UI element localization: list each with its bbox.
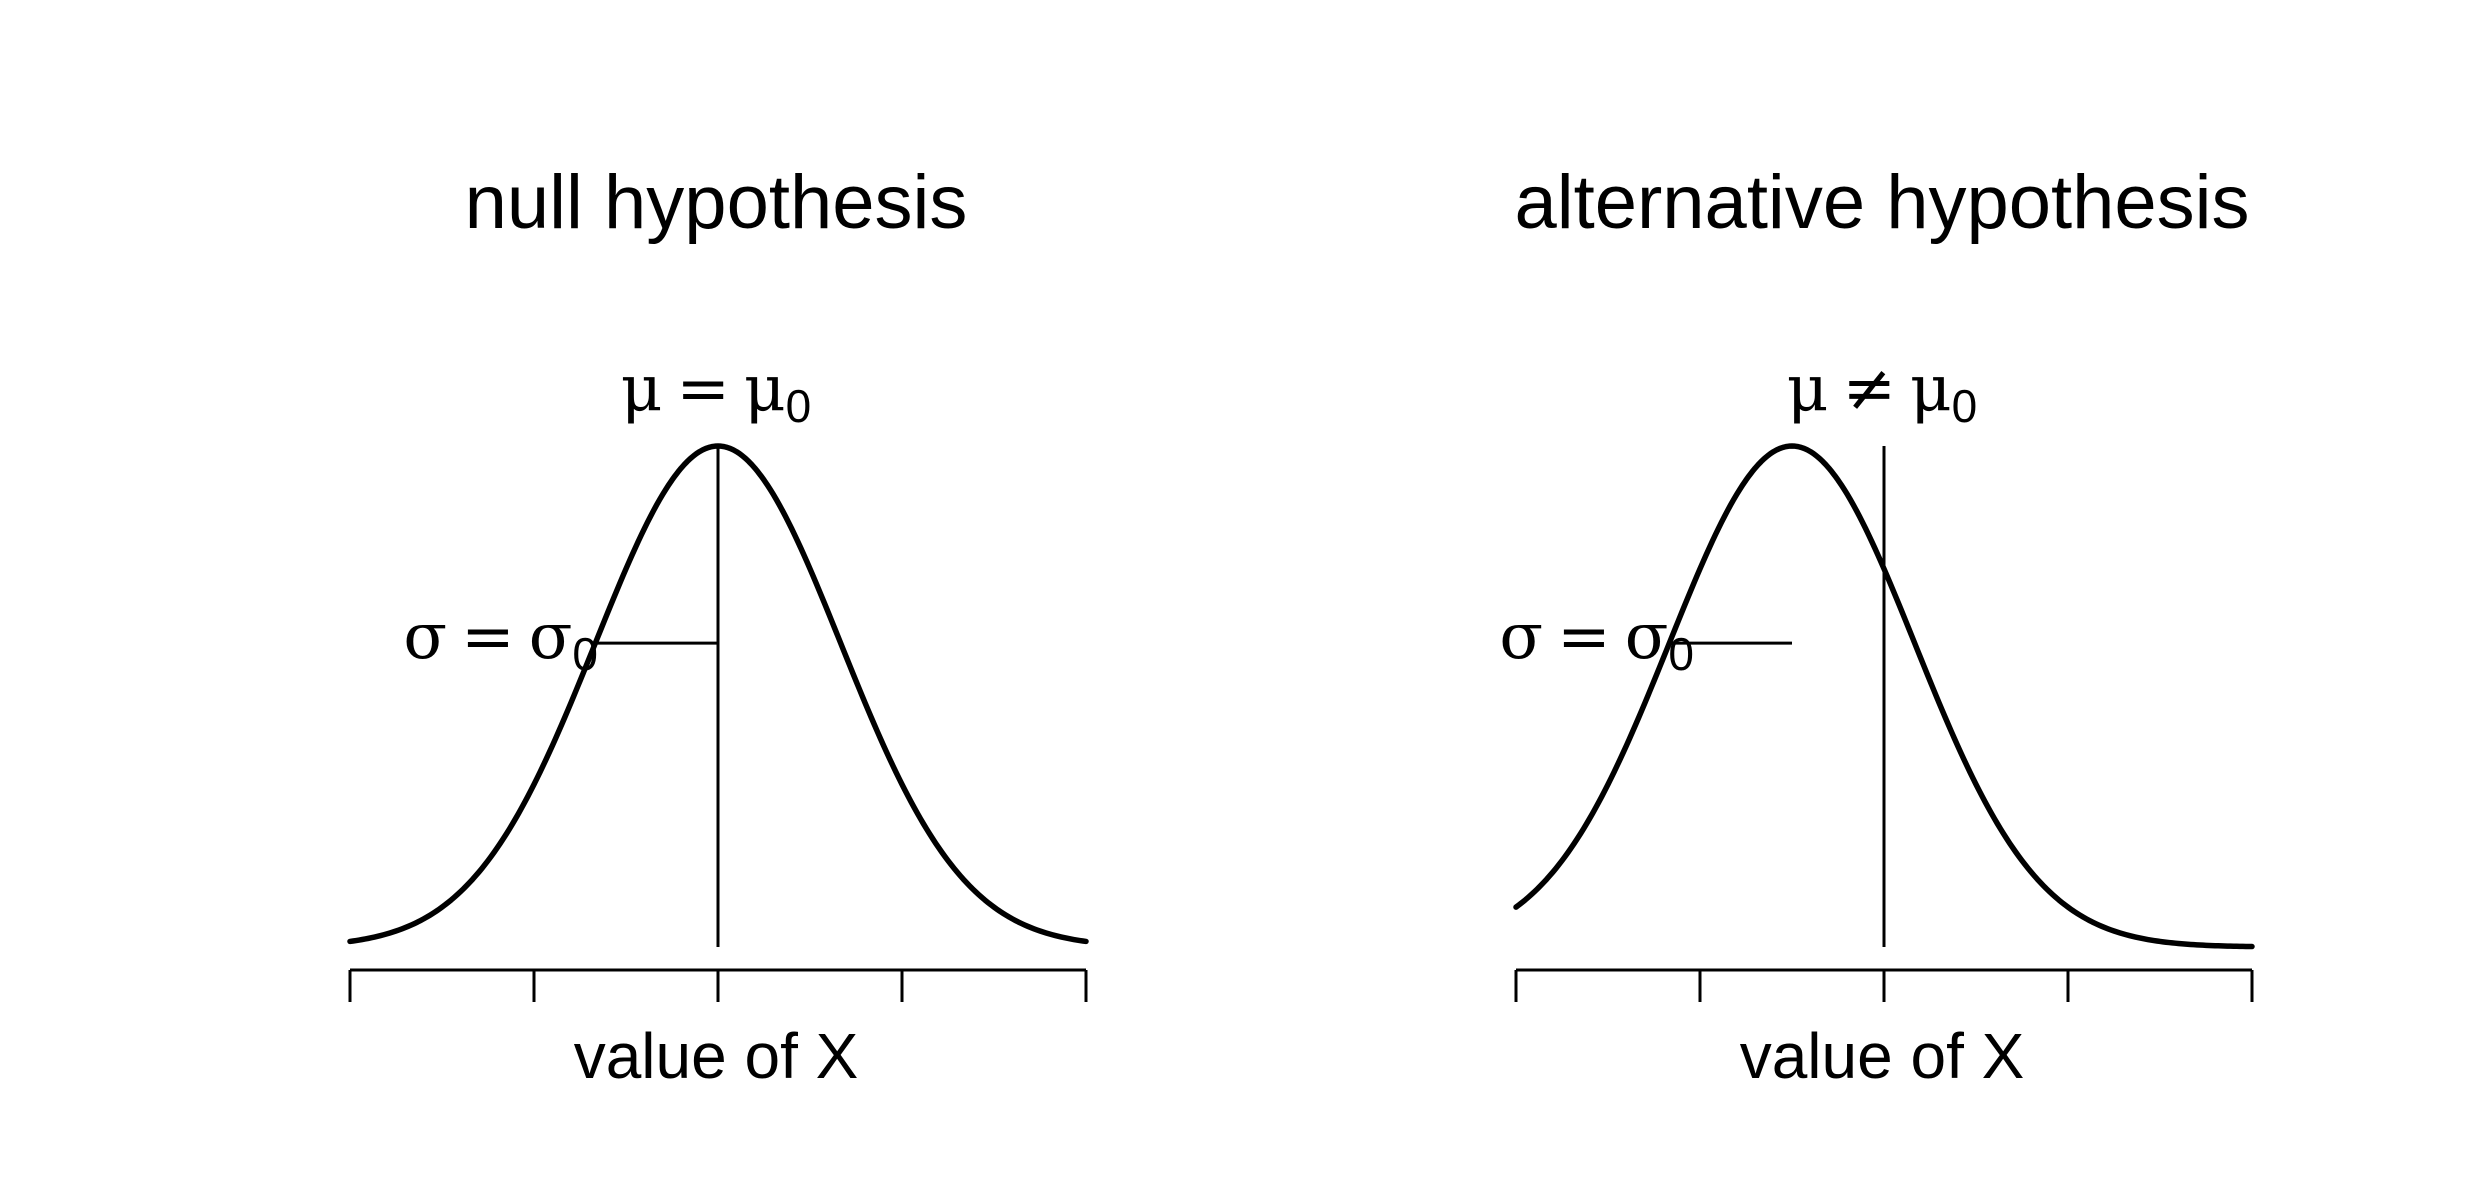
- panel-title: alternative hypothesis: [1514, 160, 2249, 245]
- mean-rhs: μ: [1910, 352, 1952, 426]
- x-axis-label: value of X: [1740, 1020, 2025, 1092]
- x-axis-label: value of X: [574, 1020, 859, 1092]
- mean-subscript: 0: [786, 380, 812, 432]
- mean-rhs: μ: [744, 352, 786, 426]
- sd-symbol: σ: [1499, 600, 1543, 674]
- sd-label: σ = σ0: [1499, 600, 1694, 680]
- x-axis: [348, 968, 1088, 1002]
- mean-symbol: μ: [621, 352, 663, 426]
- sd-relation: =: [1557, 600, 1611, 674]
- mean-symbol: μ: [1787, 352, 1829, 426]
- mean-relation: ≠: [1842, 352, 1896, 426]
- mean-label: μ = μ0: [621, 352, 811, 432]
- panel-title: null hypothesis: [465, 160, 968, 245]
- sd-rhs: σ: [529, 600, 573, 674]
- alternative-hypothesis-panel: alternative hypothesis μ ≠ μ0 σ = σ0 value o…: [1499, 160, 2255, 1092]
- null-hypothesis-panel: null hypothesis μ = μ0 σ = σ0 value of X: [347, 160, 1089, 1092]
- sd-label: σ = σ0: [403, 600, 598, 680]
- mean-label: μ ≠ μ0: [1787, 352, 1977, 432]
- x-axis: [1514, 968, 2254, 1002]
- sd-relation: =: [461, 600, 515, 674]
- sd-symbol: σ: [403, 600, 447, 674]
- mean-relation: =: [676, 352, 730, 426]
- mean-subscript: 0: [1952, 380, 1978, 432]
